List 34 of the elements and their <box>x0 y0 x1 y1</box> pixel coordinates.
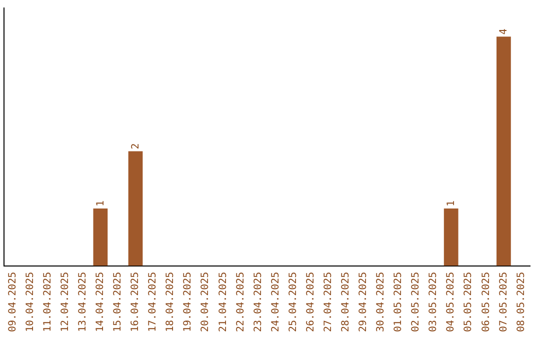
x-tick-label: 28.04.2025 <box>340 272 352 332</box>
x-tick-label: 19.04.2025 <box>182 272 194 332</box>
x-tick-label: 03.05.2025 <box>428 272 440 332</box>
x-tick-label: 01.05.2025 <box>393 272 404 332</box>
x-tick-label: 18.04.2025 <box>165 272 176 332</box>
x-tick-label: 06.05.2025 <box>480 272 492 332</box>
x-tick-label: 23.04.2025 <box>252 272 264 332</box>
x-tick-label: 10.04.2025 <box>24 272 36 332</box>
x-tick-label: 13.04.2025 <box>77 272 88 332</box>
x-tick-label: 30.04.2025 <box>376 272 387 332</box>
x-tick-label: 22.04.2025 <box>235 272 246 332</box>
x-tick-label: 02.05.2025 <box>410 272 422 332</box>
x-tick-label: 24.04.2025 <box>270 272 282 332</box>
x-tick-label: 20.04.2025 <box>200 272 212 332</box>
x-tick-label: 25.04.2025 <box>288 272 299 332</box>
x-tick-label: 14.04.2025 <box>95 272 106 332</box>
data-label: 2 <box>130 143 142 150</box>
x-tick-label: 17.04.2025 <box>148 272 159 332</box>
data-label: 4 <box>498 28 510 35</box>
data-label: 1 <box>95 200 106 207</box>
x-tick-label: 05.05.2025 <box>463 272 474 332</box>
x-tick-label: 07.05.2025 <box>498 272 510 332</box>
x-tick-label: 16.04.2025 <box>130 272 142 332</box>
x-tick-label: 27.04.2025 <box>322 272 334 332</box>
x-tick-label: 26.04.2025 <box>305 272 316 332</box>
x-tick-label: 12.04.2025 <box>60 272 71 332</box>
x-tick-label: 29.04.2025 <box>358 272 370 332</box>
x-tick-label: 04.05.2025 <box>446 272 457 332</box>
x-tick-label: 15.04.2025 <box>112 272 124 332</box>
data-label: 1 <box>446 200 458 207</box>
x-tick-label: 11.04.2025 <box>42 272 54 332</box>
x-tick-label: 09.04.2025 <box>7 272 18 332</box>
x-tick-label: 21.04.2025 <box>218 272 229 332</box>
x-tick-label: 08.05.2025 <box>516 272 527 332</box>
